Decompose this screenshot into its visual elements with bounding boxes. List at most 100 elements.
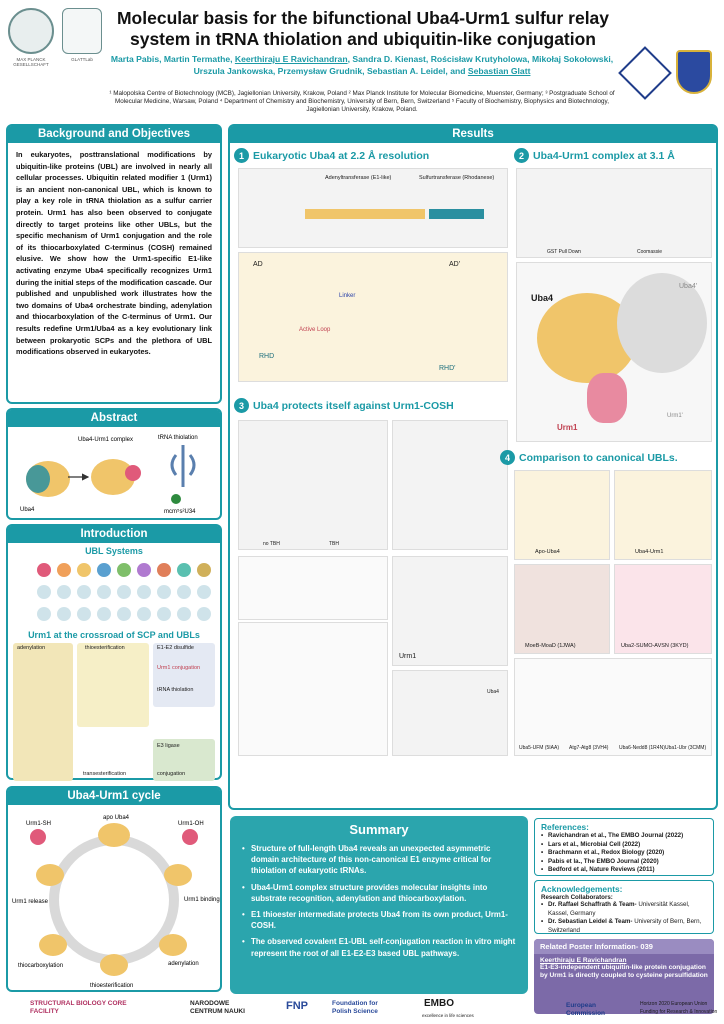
ubl-node [137,607,151,621]
fig3-peptide-table [238,622,388,756]
section4-number: 4 [500,450,515,465]
author-list: Marta Pabis, Martin Termathe, Keerthiraj… [108,54,616,77]
ubl-node [97,563,111,577]
poster-title: Molecular basis for the bifunctional Uba… [116,8,610,49]
cycle-uba4-bottom [100,954,128,976]
rhd-blob [26,465,50,493]
fig2-label-pulldown: GST Pull Down [547,249,582,255]
ubl-node [157,563,171,577]
ubl-node [197,607,211,621]
fig3-surface: Urm1 [392,556,508,666]
ubl-node [117,607,131,621]
fig4-label-uba6: Uba6-Nedd8 (1R4N) [619,745,665,751]
fig4-apo-uba4: Apo-Uba4 [514,470,610,560]
section3-number: 3 [234,398,249,413]
author-rest: , Martin Termathe, [159,54,235,64]
fnp-logo: FNP [286,1000,308,1012]
ubl-node [137,585,151,599]
fig3-label-uba4: Uba4 [487,689,499,695]
section2-title: 2 Uba4-Urm1 complex at 3.1 Å [514,148,675,163]
references-list: Ravichandran et al., The EMBO Journal (2… [541,832,707,875]
cycle-uba4-bl [39,934,67,956]
fig4-label-apo: Apo-Uba4 [535,549,560,555]
ubl-node [177,607,191,621]
acknowledgements-heading: Acknowledgements: [541,884,623,894]
crossroad-diagram: adenylation thioesterification E1-E2 dis… [13,643,215,783]
mcm5s2u34-icon [171,494,181,504]
references-heading: References: [541,822,589,832]
fig1-label-activeloop: Active Loop [299,327,331,333]
summary-item: The observed covalent E1-UBL self-conjug… [242,936,516,958]
crossroad-block-right [153,643,215,707]
fig4-label-uba4urm1: Uba4-Urm1 [635,549,664,555]
collaborators-label: Research Collaborators: [541,894,613,901]
fig4-active-sites: Uba5-UFM (5IAA) Atg7-Atg8 (3VH4) Uba6-Ne… [514,658,712,756]
cycle-urm1-sh [30,829,46,845]
cycle-ring [49,835,179,965]
crossroad-block-mid [77,643,149,727]
collaborators-list: Dr. Raffael Schaffrath & Team- Universit… [541,901,707,935]
fig1-rhd-bar [429,209,484,219]
ubl-systems-diagram [37,563,211,621]
section4-text: Comparison to canonical UBLs. [519,451,678,464]
ubl-node [197,585,211,599]
section1-title: 1 Eukaryotic Uba4 at 2.2 Å resolution [234,148,429,163]
section4-title: 4 Comparison to canonical UBLs. [500,450,678,465]
summary-item: E1 thioester intermediate protects Uba4 … [242,909,516,931]
ubl-node [57,585,71,599]
reference-item: Pabis et la., The EMBO Journal (2020) [541,858,707,867]
background-text: In eukaryotes, posttranslational modific… [16,150,212,357]
fig1-label-linker: Linker [339,293,356,299]
ubl-node [197,563,211,577]
related-title: E1-E3-independent ubiquitin-like protein… [540,964,708,980]
collaborator-place: Universität Kassel, Kassel, Germany [548,901,690,917]
fig3-gel: no TBH TBH [238,420,388,550]
complex-uba4-blob [91,459,135,495]
section3-title: 3 Uba4 protects itself against Urm1-COSH [234,398,454,413]
reference-item: Lars et al., Microbial Cell (2022) [541,841,707,850]
sbcf-logo: STRUCTURAL BIOLOGY CORE FACILITY [30,1000,127,1015]
cycle-label-urm1sh: Urm1-SH [26,821,51,827]
affiliations: ¹ Malopolska Centre of Biotechnology (MC… [109,90,615,113]
fig1-label-rhd: RHD [259,353,275,360]
reference-item: Brachmann et al., Redox Biology (2020) [541,849,707,858]
section2-number: 2 [514,148,529,163]
fig1-domain-schematic: Adenyltransferase (E1-like) Sulfurtransf… [238,168,508,248]
fig4-label-atg7: Atg7-Atg8 (3VH4) [569,745,609,751]
acknowledgements-box: Acknowledgements: Research Collaborators… [534,880,714,934]
jagiellonian-crest [676,50,712,94]
abstract-heading: Abstract [8,410,220,427]
cycle-label-binding: Urm1 binding [184,897,220,903]
section2-text: Uba4-Urm1 complex at 3.1 Å [533,149,675,162]
fig2-urm1 [587,373,627,423]
background-panel: Background and Objectives In eukaryotes,… [6,124,222,404]
fig2-gel: GST Pull Down Coomassie [516,168,712,258]
ubl-node [37,563,51,577]
fig1-label-ad2: AD' [449,261,461,268]
crossroad-label-disulfide: E1-E2 disulfide [157,645,194,651]
crossroad-label-transester: transesterification [83,771,127,777]
glatt-lab-logo [62,8,102,54]
summary-item: Structure of full-length Uba4 reveals an… [242,843,516,877]
fig1-label-rhodanese: Sulfurtransferase (Rhodanese) [419,175,495,181]
cycle-label-thioester: thioesterification [90,983,133,989]
introduction-panel: Introduction UBL Systems Urm1 at the cro… [6,524,222,783]
ubl-node [37,585,51,599]
cycle-uba4-right [164,864,192,886]
section1-number: 1 [234,148,249,163]
results-heading: Results [230,126,716,143]
fnp-text: Foundation for Polish Science [332,1000,378,1015]
cycle-uba4-top [98,823,130,847]
fig4-label-uba2: Uba2-SUMO-AVSN (3KYD) [621,643,689,649]
glatt-lab-caption: GLATTLab [71,57,93,62]
max-planck-logo [8,8,54,54]
fig2-label-urm1: Urm1 [557,423,578,432]
references-box: References: Ravichandran et al., The EMB… [534,818,714,876]
section3-text: Uba4 protects itself against Urm1-COSH [253,399,454,412]
presenter-name: Keerthiraju E Ravichandran [234,54,348,64]
fig3-label-urm1: Urm1 [399,653,417,660]
collaborator-item: Dr. Sebastian Leidel & Team- University … [541,918,707,935]
collaborator-place: University of Bern, Bern, Switzerland [548,918,702,934]
ubl-node [177,585,191,599]
max-planck-caption: MAX PLANCK GESELLSCHAFT [13,57,49,67]
